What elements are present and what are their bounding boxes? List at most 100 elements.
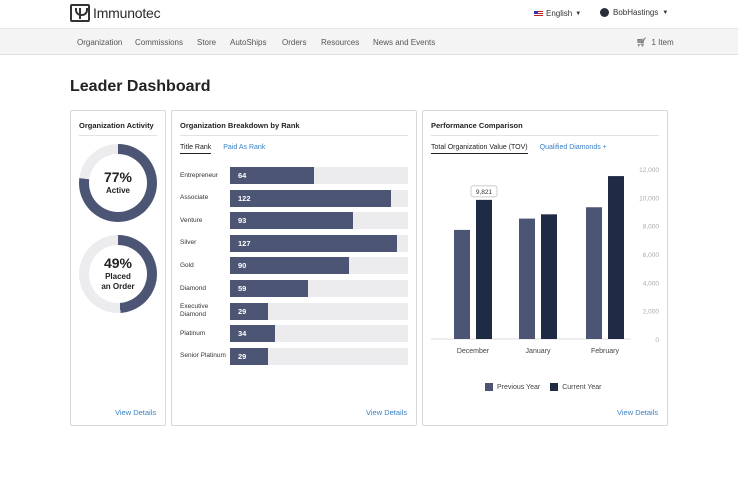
y-tick-label: 10,000 bbox=[639, 195, 659, 202]
rank-value: 93 bbox=[238, 216, 247, 226]
performance-bar-chart: 12,000 10,000 8,000 6,000 4,000 2,000 0 Decembe… bbox=[431, 167, 660, 355]
y-tick-label: 0 bbox=[655, 337, 659, 344]
rank-bar: 93 bbox=[230, 212, 353, 230]
rank-label: Gold bbox=[180, 261, 194, 269]
rank-track: 59 bbox=[230, 280, 408, 297]
divider bbox=[431, 135, 659, 136]
rank-track: 93 bbox=[230, 212, 408, 230]
rank-track: 34 bbox=[230, 325, 408, 343]
rank-label: Silver bbox=[180, 239, 197, 247]
active-label: Active bbox=[105, 185, 130, 195]
y-tick-label: 6,000 bbox=[643, 252, 660, 259]
divider bbox=[79, 135, 157, 136]
rank-row: Executive Diamond 29 bbox=[180, 302, 410, 320]
chart-legend: Previous Year Current Year bbox=[485, 383, 602, 391]
rank-value: 59 bbox=[238, 284, 247, 293]
rank-tabs: Title Rank Paid As Rank bbox=[180, 144, 265, 154]
us-flag-icon bbox=[534, 10, 543, 17]
rank-track: 127 bbox=[230, 234, 408, 252]
y-tick-label: 2,000 bbox=[643, 309, 660, 316]
view-details-link[interactable]: View Details bbox=[617, 408, 659, 417]
rank-bar: 59 bbox=[230, 280, 308, 297]
bar-previous-february bbox=[586, 207, 602, 339]
nav-item-resources[interactable]: Resources bbox=[321, 38, 360, 47]
y-tick-label: 4,000 bbox=[643, 280, 660, 287]
rank-bar: 127 bbox=[230, 234, 398, 252]
x-tick-label: December bbox=[457, 348, 490, 355]
rank-row: Entrepreneur 64 bbox=[180, 167, 410, 184]
x-tick-label: January bbox=[526, 348, 551, 355]
tab-qualified-diamonds[interactable]: Qualified Diamonds + bbox=[539, 144, 607, 151]
rank-track: 29 bbox=[230, 347, 408, 365]
rank-bar: 122 bbox=[230, 189, 391, 207]
rank-bar: 34 bbox=[230, 325, 275, 343]
rank-value: 127 bbox=[238, 238, 251, 248]
card-title: Organization Breakdown by Rank bbox=[180, 121, 300, 130]
rank-value: 122 bbox=[238, 193, 251, 203]
card-title: Performance Comparison bbox=[431, 121, 523, 130]
rank-track: 90 bbox=[230, 257, 408, 275]
active-percent: 77% bbox=[103, 169, 133, 186]
rank-track: 29 bbox=[230, 302, 408, 320]
legend-item-previous: Previous Year bbox=[485, 383, 540, 391]
cart-label: 1 Item bbox=[651, 38, 674, 47]
nav-item-autoships[interactable]: AutoShips bbox=[230, 38, 267, 47]
top-bar: Immunotec English ▼ BobHastings ▼ bbox=[0, 0, 738, 28]
bar-current-february bbox=[608, 176, 624, 339]
rank-value: 90 bbox=[238, 261, 247, 271]
language-selector[interactable]: English ▼ bbox=[534, 9, 581, 18]
rank-row: Senior Platinum 29 bbox=[180, 347, 410, 365]
performance-tabs: Total Organization Value (TOV) Qualified… bbox=[431, 144, 607, 154]
rank-track: 64 bbox=[230, 167, 408, 184]
divider bbox=[180, 135, 408, 136]
legend-label-current: Current Year bbox=[562, 383, 602, 391]
rank-value: 34 bbox=[238, 329, 247, 339]
legend-swatch-previous bbox=[485, 383, 493, 391]
rank-value: 29 bbox=[238, 306, 247, 316]
nav-item-orders[interactable]: Orders bbox=[282, 38, 307, 47]
rank-row: Venture 93 bbox=[180, 212, 410, 230]
rank-bar: 29 bbox=[230, 347, 269, 365]
tab-title-rank[interactable]: Title Rank bbox=[180, 144, 212, 154]
brand-name: Immunotec bbox=[93, 5, 161, 21]
rank-row: Platinum 34 bbox=[180, 325, 410, 343]
page-title: Leader Dashboard bbox=[70, 78, 211, 95]
chevron-down-icon: ▼ bbox=[662, 9, 669, 16]
y-tick-label: 12,000 bbox=[639, 167, 659, 174]
rank-label: Senior Platinum bbox=[180, 352, 226, 360]
rank-row: Silver 127 bbox=[180, 234, 410, 252]
nav-item-news-and-events[interactable]: News and Events bbox=[373, 38, 436, 47]
active-donut: 77% Active bbox=[79, 144, 157, 222]
rank-label: Platinum bbox=[180, 329, 206, 337]
performance-comparison-card: Performance Comparison Total Organizatio… bbox=[422, 110, 668, 426]
tab-tov[interactable]: Total Organization Value (TOV) bbox=[431, 144, 528, 154]
x-tick-label: February bbox=[591, 348, 620, 355]
nav-item-store[interactable]: Store bbox=[197, 38, 217, 47]
rank-label: Venture bbox=[180, 216, 203, 224]
legend-label-previous: Previous Year bbox=[497, 383, 541, 391]
placed-label-line2: an Order bbox=[101, 281, 135, 291]
placed-label-line1: Placed bbox=[105, 271, 131, 281]
rank-track: 122 bbox=[230, 189, 408, 207]
placed-percent: 49% bbox=[103, 255, 133, 272]
view-details-link[interactable]: View Details bbox=[115, 408, 157, 417]
cart-button[interactable]: 🛒︎ 1 Item bbox=[636, 37, 674, 48]
rank-label: Entrepreneur bbox=[180, 171, 218, 179]
main-nav: Organization Commissions Store AutoShips… bbox=[0, 28, 738, 55]
organization-breakdown-card: Organization Breakdown by Rank Title Ran… bbox=[171, 110, 417, 426]
rank-row: Gold 90 bbox=[180, 257, 410, 275]
user-menu[interactable]: BobHastings ▼ bbox=[600, 8, 668, 17]
rank-value: 29 bbox=[238, 351, 247, 361]
brand-logo[interactable]: Immunotec bbox=[70, 4, 161, 22]
nav-item-organization[interactable]: Organization bbox=[77, 38, 123, 47]
view-details-link[interactable]: View Details bbox=[366, 408, 408, 417]
nav-item-commissions[interactable]: Commissions bbox=[135, 38, 184, 47]
tab-paid-as-rank[interactable]: Paid As Rank bbox=[223, 144, 266, 151]
legend-item-current: Current Year bbox=[550, 383, 602, 391]
rank-row: Associate 122 bbox=[180, 189, 410, 207]
immunotec-logo-icon bbox=[70, 4, 90, 22]
chevron-down-icon: ▼ bbox=[575, 10, 582, 17]
tooltip-box bbox=[470, 185, 498, 198]
legend-swatch-current bbox=[550, 383, 559, 391]
bar-current-december bbox=[476, 199, 492, 339]
